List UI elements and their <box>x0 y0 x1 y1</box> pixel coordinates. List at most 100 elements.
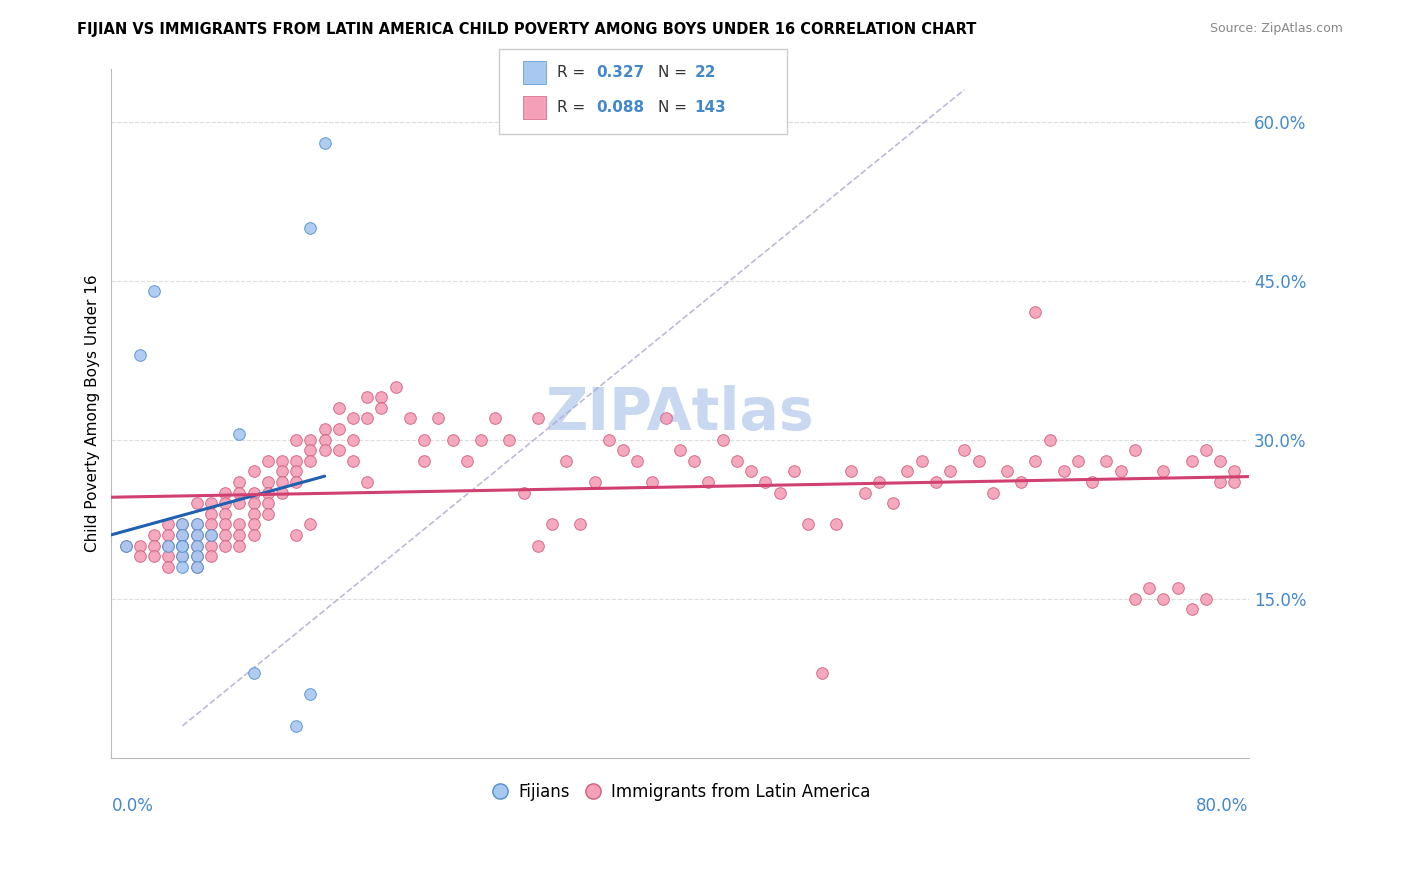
Text: R =: R = <box>557 65 591 79</box>
Point <box>285 528 308 542</box>
Point <box>1181 454 1204 468</box>
Point <box>157 549 180 564</box>
Point <box>200 507 222 521</box>
Point <box>1081 475 1104 489</box>
Point <box>768 485 790 500</box>
Point <box>697 475 720 489</box>
Point <box>157 559 180 574</box>
Point <box>427 411 450 425</box>
Point <box>157 528 180 542</box>
Point <box>1166 581 1188 595</box>
Point <box>314 136 336 150</box>
Point <box>228 427 250 442</box>
Point <box>186 549 208 564</box>
Point <box>143 539 166 553</box>
Point <box>797 517 820 532</box>
Legend: Fijians, Immigrants from Latin America: Fijians, Immigrants from Latin America <box>482 777 877 808</box>
Text: N =: N = <box>658 65 692 79</box>
Point <box>172 549 194 564</box>
Point <box>299 454 322 468</box>
Point <box>314 422 336 436</box>
Text: 0.088: 0.088 <box>596 101 644 115</box>
Point <box>1195 443 1218 458</box>
Point <box>683 454 706 468</box>
Point <box>725 454 748 468</box>
Point <box>527 411 550 425</box>
Point <box>271 485 294 500</box>
Point <box>128 348 150 362</box>
Point <box>512 485 534 500</box>
Point <box>527 539 550 553</box>
Point <box>356 411 378 425</box>
Point <box>1024 305 1046 319</box>
Point <box>583 475 606 489</box>
Point <box>228 517 250 532</box>
Point <box>328 443 350 458</box>
Point <box>242 517 264 532</box>
Point <box>186 517 208 532</box>
Point <box>1123 443 1146 458</box>
Point <box>669 443 692 458</box>
Point <box>925 475 948 489</box>
Point <box>285 454 308 468</box>
Point <box>143 549 166 564</box>
Point <box>484 411 506 425</box>
Point <box>953 443 976 458</box>
Point <box>172 549 194 564</box>
Point <box>172 539 194 553</box>
Point <box>1181 602 1204 616</box>
Point <box>186 549 208 564</box>
Point <box>256 475 278 489</box>
Point <box>256 507 278 521</box>
Point <box>853 485 876 500</box>
Text: FIJIAN VS IMMIGRANTS FROM LATIN AMERICA CHILD POVERTY AMONG BOYS UNDER 16 CORREL: FIJIAN VS IMMIGRANTS FROM LATIN AMERICA … <box>77 22 977 37</box>
Point <box>228 539 250 553</box>
Point <box>967 454 990 468</box>
Point <box>384 379 406 393</box>
Point <box>1053 464 1076 478</box>
Point <box>172 517 194 532</box>
Point <box>1067 454 1090 468</box>
Point <box>172 539 194 553</box>
Point <box>186 559 208 574</box>
Point <box>172 559 194 574</box>
Point <box>839 464 862 478</box>
Text: 0.0%: 0.0% <box>111 797 153 814</box>
Point <box>186 528 208 542</box>
Point <box>783 464 806 478</box>
Point <box>896 464 918 478</box>
Point <box>441 433 464 447</box>
Point <box>555 454 578 468</box>
Point <box>285 475 308 489</box>
Point <box>242 528 264 542</box>
Point <box>470 433 492 447</box>
Point <box>256 496 278 510</box>
Point <box>200 528 222 542</box>
Point <box>114 539 136 553</box>
Point <box>186 528 208 542</box>
Text: 0.327: 0.327 <box>596 65 644 79</box>
Point <box>242 665 264 680</box>
Point <box>342 411 364 425</box>
Point <box>981 485 1004 500</box>
Point <box>242 485 264 500</box>
Point <box>128 539 150 553</box>
Point <box>825 517 848 532</box>
Point <box>299 220 322 235</box>
Point <box>114 539 136 553</box>
Point <box>328 422 350 436</box>
Point <box>186 496 208 510</box>
Text: ZIPAtlas: ZIPAtlas <box>546 384 814 442</box>
Point <box>200 539 222 553</box>
Point <box>740 464 762 478</box>
Point <box>399 411 422 425</box>
Point <box>569 517 592 532</box>
Point <box>911 454 934 468</box>
Point <box>271 475 294 489</box>
Point <box>172 539 194 553</box>
Text: R =: R = <box>557 101 591 115</box>
Point <box>256 454 278 468</box>
Point <box>356 390 378 404</box>
Point <box>186 559 208 574</box>
Point <box>655 411 678 425</box>
